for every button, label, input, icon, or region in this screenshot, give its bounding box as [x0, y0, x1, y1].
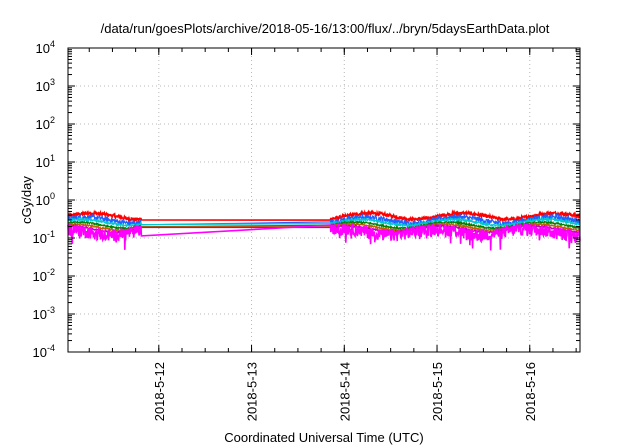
x-tick-label: 2018-5-13 — [245, 362, 260, 421]
y-tick-label: 100 — [36, 191, 55, 208]
x-axis: 2018-5-12 2018-5-13 2018-5-14 2018-5-15 2018… — [88, 48, 577, 421]
series-line — [67, 221, 581, 251]
x-tick-label: 2018-5-15 — [430, 362, 445, 421]
y-axis: 10-4 10-3 10-2 10-1 100 101 102 103 104 — [33, 39, 580, 360]
y-tick-label: 101 — [36, 153, 55, 170]
data-series — [67, 209, 581, 251]
x-axis-label: Coordinated Universal Time (UTC) — [224, 430, 423, 445]
y-tick-label: 10-2 — [33, 267, 55, 284]
series-line — [67, 209, 581, 224]
x-tick-label: 2018-5-14 — [337, 362, 352, 421]
y-tick-label: 104 — [36, 39, 55, 56]
series-line — [67, 212, 581, 228]
y-axis-label: cGy/day — [19, 176, 34, 224]
y-tick-label: 102 — [36, 115, 55, 132]
y-tick-label: 10-4 — [33, 343, 55, 360]
grid-lines — [68, 48, 580, 352]
y-tick-label: 103 — [36, 77, 55, 94]
y-tick-label: 10-1 — [33, 229, 55, 246]
series-line — [67, 216, 581, 229]
x-tick-label: 2018-5-16 — [523, 362, 538, 421]
x-tick-label: 2018-5-12 — [152, 362, 167, 421]
y-tick-label: 10-3 — [33, 305, 55, 322]
chart-title: /data/run/goesPlots/archive/2018-05-16/1… — [101, 21, 550, 36]
